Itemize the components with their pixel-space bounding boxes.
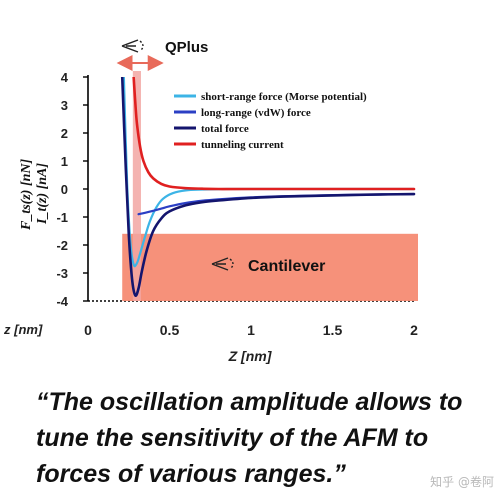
y-tick-label: 4 bbox=[61, 70, 69, 85]
force-chart: 4 3 2 1 0 -1 -2 -3 -4 0 0.5 1 1.5 2 z [nm] Z [nm] F_ts(z… bbox=[3, 39, 418, 364]
y-tick-label: 2 bbox=[61, 126, 68, 141]
tip-icon-strokes bbox=[121, 39, 139, 53]
y-tick-label: 1 bbox=[61, 154, 68, 169]
y-tick-label: -2 bbox=[56, 238, 68, 253]
y-tick-label: 3 bbox=[61, 98, 68, 113]
watermark-text: 知乎 @卷阿 bbox=[430, 475, 494, 489]
quote-text: “The oscillation amplitude allows to tun… bbox=[36, 388, 463, 488]
x-tick-label: 1 bbox=[247, 322, 255, 338]
tip-icon-arc bbox=[139, 40, 144, 52]
y-axis-label-force: F_ts(z) [nN] bbox=[19, 158, 34, 231]
y-tick-label: 0 bbox=[61, 182, 68, 197]
x-tick-label: 0.5 bbox=[160, 322, 180, 338]
x-axis-label: Z [nm] bbox=[228, 348, 273, 364]
legend: short-range force (Morse potential) long-… bbox=[174, 91, 367, 151]
series-tunneling-current-line bbox=[132, 77, 416, 191]
qplus-tip-icon bbox=[121, 39, 144, 53]
legend-entry: tunneling current bbox=[201, 139, 284, 151]
qplus-label: QPlus bbox=[165, 39, 208, 56]
cantilever-region bbox=[122, 233, 418, 301]
y-axis-label-current: I_t(z) [nA] bbox=[35, 163, 50, 225]
series-total-force-line bbox=[120, 77, 416, 298]
x-tick-label: 0 bbox=[84, 322, 92, 338]
tip-icon-arc bbox=[229, 258, 234, 270]
annotation-labels: QPlus Cantilever bbox=[116, 39, 325, 275]
y-tick-label: -3 bbox=[56, 266, 68, 281]
tip-icon-strokes bbox=[211, 257, 229, 271]
legend-entry: short-range force (Morse potential) bbox=[201, 91, 367, 103]
y-tick-label: -4 bbox=[56, 294, 68, 309]
legend-entry: total force bbox=[201, 123, 249, 135]
series-lines bbox=[120, 77, 416, 298]
legend-entry: long-range (vdW) force bbox=[201, 107, 311, 119]
cantilever-label: Cantilever bbox=[248, 258, 325, 275]
y-tick-label: -1 bbox=[56, 210, 68, 225]
cantilever-tip-icon bbox=[211, 257, 234, 271]
qplus-band bbox=[132, 71, 141, 301]
x-axis-left-label: z [nm] bbox=[3, 322, 43, 337]
axes: 4 3 2 1 0 -1 -2 -3 -4 0 0.5 1 1.5 2 z [nm] Z [nm] F_ts(z… bbox=[3, 70, 418, 364]
x-tick-label: 2 bbox=[410, 322, 418, 338]
x-tick-label: 1.5 bbox=[323, 322, 343, 338]
annotation-regions bbox=[122, 71, 418, 301]
